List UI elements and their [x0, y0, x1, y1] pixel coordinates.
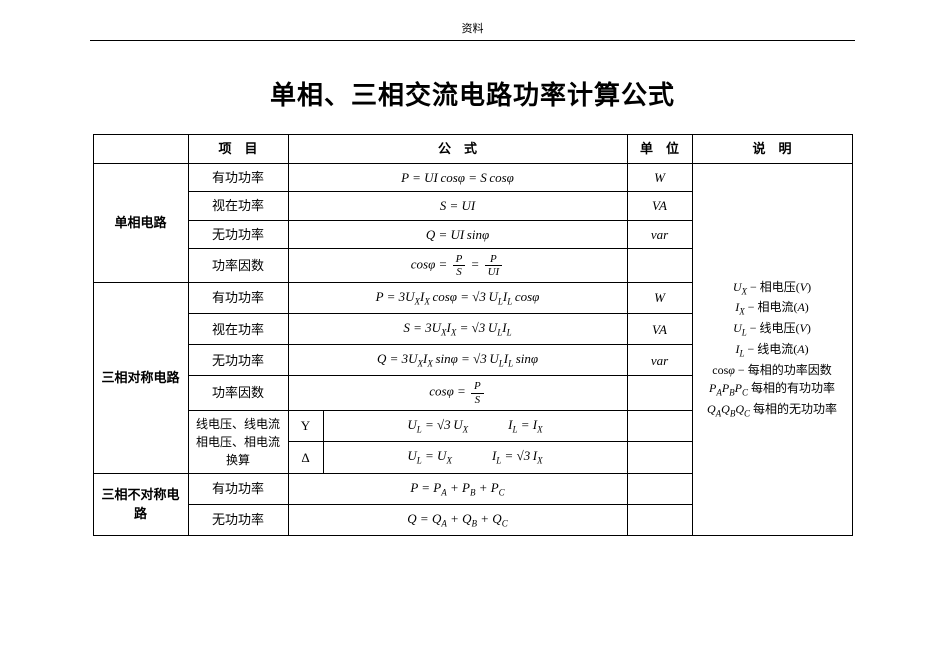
item-Delta: Δ [288, 442, 323, 474]
fraction: PS [453, 253, 466, 278]
col-category [93, 135, 188, 164]
pf-eq: = [471, 257, 480, 272]
col-item: 项 目 [188, 135, 288, 164]
unit-var: var [627, 220, 692, 249]
pf-lhs: cosφ = [429, 384, 466, 399]
formula-ta-P: P = PA + PB + PC [288, 473, 627, 504]
item-power-factor: 功率因数 [188, 376, 288, 410]
category-three-sym: 三相对称电路 [93, 283, 188, 473]
formula-sp-pf: cosφ = PS = PUI [288, 249, 627, 283]
doc-label: 资料 [462, 23, 484, 35]
pf-lhs: cosφ = [411, 257, 448, 272]
page-header: 资料 [90, 0, 855, 41]
formula-ts-D: UL = UXIL = √3 IX [323, 442, 627, 474]
item-apparent-power: 视在功率 [188, 314, 288, 345]
desc-line: QAQBQC 每相的无功功率 [699, 400, 846, 421]
unit-VA: VA [627, 192, 692, 221]
unit-blank [627, 410, 692, 442]
unit-VA: VA [627, 314, 692, 345]
item-reactive-power: 无功功率 [188, 345, 288, 376]
table-header-row: 项 目 公 式 单 位 说 明 [93, 135, 852, 164]
unit-blank [627, 442, 692, 474]
unit-W: W [627, 163, 692, 192]
col-desc: 说 明 [692, 135, 852, 164]
item-reactive-power: 无功功率 [188, 504, 288, 535]
formula-ts-S: S = 3UXIX = √3 ULIL [288, 314, 627, 345]
unit-var: var [627, 345, 692, 376]
desc-line: IL − 线电流(A) [699, 340, 846, 361]
desc-line: IX − 相电流(A) [699, 298, 846, 319]
formula-ts-pf: cosφ = PS [288, 376, 627, 410]
fraction: PUI [485, 253, 503, 278]
formula-sp-S: S = UI [288, 192, 627, 221]
desc-line: cosφ − 每相的功率因数 [699, 361, 846, 379]
formula-sp-P: P = UI cosφ = S cosφ [288, 163, 627, 192]
item-Y: Y [288, 410, 323, 442]
col-formula: 公 式 [288, 135, 627, 164]
item-line-phase-conv: 线电压、线电流相电压、相电流换算 [188, 410, 288, 473]
item-power-factor: 功率因数 [188, 249, 288, 283]
formula-sp-Q: Q = UI sinφ [288, 220, 627, 249]
formula-ts-P: P = 3UXIX cosφ = √3 ULIL cosφ [288, 283, 627, 314]
unit-blank [627, 249, 692, 283]
unit-blank [627, 376, 692, 410]
category-three-asym: 三相不对称电路 [93, 473, 188, 535]
unit-W: W [627, 283, 692, 314]
formula-table: 项 目 公 式 单 位 说 明 单相电路 有功功率 P = UI cosφ = … [93, 134, 853, 536]
formula-ta-Q: Q = QA + QB + QC [288, 504, 627, 535]
item-active-power: 有功功率 [188, 163, 288, 192]
formula-ts-Y: UL = √3 UXIL = IX [323, 410, 627, 442]
description-cell: UX − 相电压(V) IX − 相电流(A) UL − 线电压(V) IL −… [692, 163, 852, 535]
table-row: 单相电路 有功功率 P = UI cosφ = S cosφ W UX − 相电… [93, 163, 852, 192]
fraction: PS [471, 380, 484, 405]
category-single-phase: 单相电路 [93, 163, 188, 283]
desc-line: PAPBPC 每相的有功功率 [699, 379, 846, 400]
unit-blank [627, 504, 692, 535]
item-reactive-power: 无功功率 [188, 220, 288, 249]
item-active-power: 有功功率 [188, 473, 288, 504]
item-active-power: 有功功率 [188, 283, 288, 314]
desc-line: UL − 线电压(V) [699, 319, 846, 340]
unit-blank [627, 473, 692, 504]
formula-ts-Q: Q = 3UXIX sinφ = √3 ULIL sinφ [288, 345, 627, 376]
document-title: 单相、三相交流电路功率计算公式 [0, 75, 945, 112]
item-apparent-power: 视在功率 [188, 192, 288, 221]
col-unit: 单 位 [627, 135, 692, 164]
desc-line: UX − 相电压(V) [699, 278, 846, 299]
